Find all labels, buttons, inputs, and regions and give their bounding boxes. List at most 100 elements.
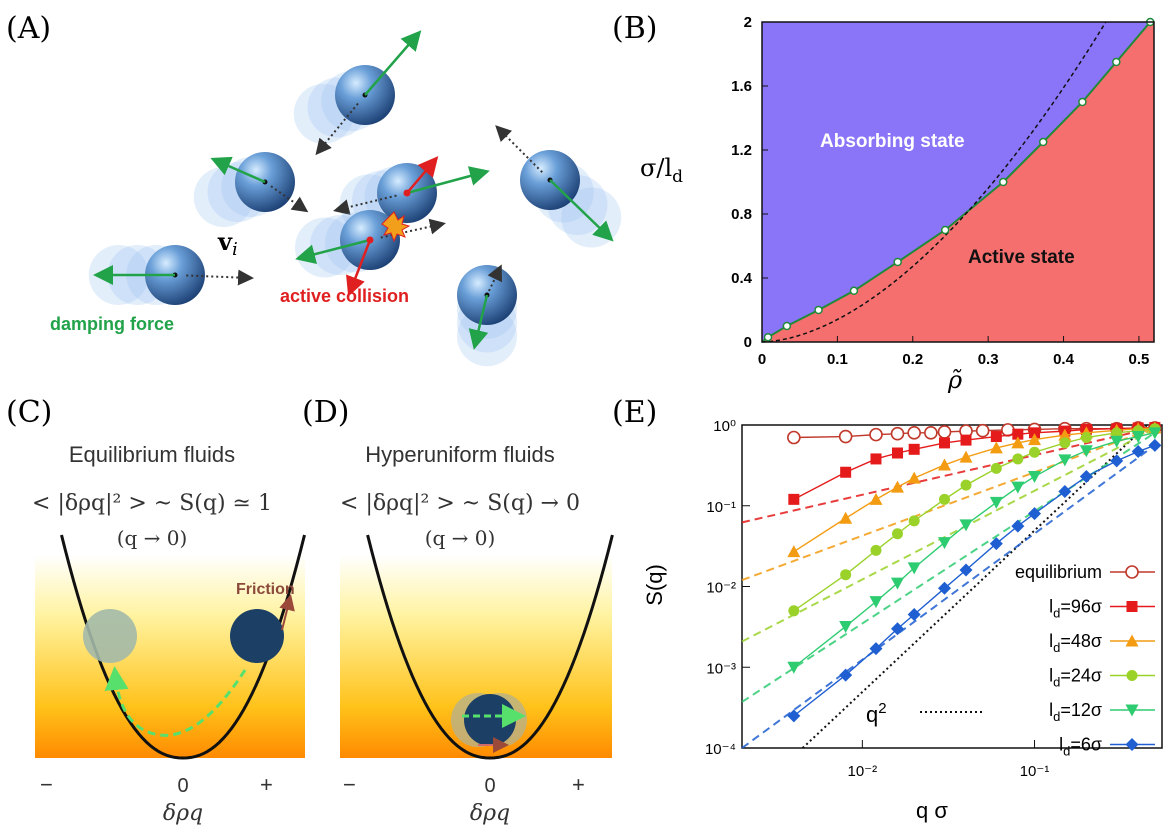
velocity-label: vi bbox=[217, 227, 238, 260]
data-point bbox=[892, 528, 903, 539]
data-point bbox=[1081, 432, 1092, 443]
boundary-point bbox=[1113, 59, 1120, 66]
panel-c-zero: 0 bbox=[177, 775, 188, 797]
x-tick-label: 0.4 bbox=[1053, 351, 1075, 368]
x-tick-label: 0.2 bbox=[902, 351, 923, 368]
panel-c-well bbox=[35, 535, 305, 758]
panel-b-phase-diagram: 0 0.1 0.2 0.3 0.4 0.500.40.81.21.62 bbox=[731, 14, 1154, 368]
data-point bbox=[891, 428, 903, 440]
boundary-point bbox=[1000, 179, 1007, 186]
y-tick-label: 0 bbox=[744, 334, 752, 351]
panel-d-plus: + bbox=[572, 772, 585, 797]
legend-marker bbox=[1127, 670, 1138, 681]
data-point bbox=[1029, 447, 1040, 458]
y-tick-label: 0.8 bbox=[731, 206, 752, 223]
data-point bbox=[939, 494, 950, 505]
panel-d-minus: − bbox=[343, 772, 356, 797]
data-point bbox=[870, 429, 882, 441]
data-point bbox=[840, 431, 852, 443]
boundary-point bbox=[850, 287, 857, 294]
active-collision-label: active collision bbox=[280, 286, 409, 306]
x-tick-label: 10⁻² bbox=[848, 763, 878, 780]
data-point bbox=[977, 425, 989, 437]
legend-marker bbox=[1127, 601, 1138, 612]
boundary-point bbox=[783, 323, 790, 330]
panel-c-formula: < |δρq|² > ~ S(q) ≃ 1 bbox=[32, 491, 272, 516]
y-tick-label: 2 bbox=[744, 14, 752, 31]
data-point bbox=[1059, 437, 1070, 448]
panel-b-xlabel: ρ̃ bbox=[947, 366, 962, 394]
data-point bbox=[961, 435, 972, 446]
panel-c-xlabel: δρq bbox=[163, 801, 203, 826]
panel-label-a: (A) bbox=[6, 11, 51, 46]
collision-point bbox=[404, 190, 411, 197]
data-point bbox=[909, 444, 920, 455]
data-point bbox=[892, 448, 903, 459]
damping-force-label: damping force bbox=[50, 314, 174, 334]
boundary-point bbox=[815, 307, 822, 314]
panel-b-ylabel: σ/ld bbox=[640, 154, 683, 187]
panel-d-limit: (q → 0) bbox=[425, 526, 496, 550]
boundary-point bbox=[1040, 139, 1047, 146]
data-point bbox=[870, 453, 881, 464]
data-point bbox=[909, 515, 920, 526]
panel-c-limit: (q → 0) bbox=[117, 526, 188, 550]
ghost-particle bbox=[83, 609, 137, 663]
panel-c-minus: − bbox=[40, 772, 53, 797]
data-point bbox=[991, 463, 1002, 474]
absorbing-state-label: Absorbing state bbox=[820, 131, 965, 152]
data-point bbox=[1002, 424, 1014, 436]
y-tick-label: 10⁻³ bbox=[706, 660, 736, 677]
panel-c-title: Equilibrium fluids bbox=[69, 442, 235, 467]
data-point bbox=[788, 605, 799, 616]
panel-d-title: Hyperuniform fluids bbox=[365, 442, 555, 467]
panel-d-xlabel: δρq bbox=[470, 801, 510, 826]
y-tick-label: 10⁰ bbox=[713, 418, 736, 435]
x-tick-label: 0.3 bbox=[978, 351, 999, 368]
data-point bbox=[840, 467, 851, 478]
data-point bbox=[938, 426, 950, 438]
boundary-point bbox=[765, 334, 772, 341]
panel-d-well bbox=[340, 535, 612, 758]
x-tick-label: 0.1 bbox=[827, 351, 848, 368]
y-tick-label: 1.6 bbox=[731, 78, 752, 95]
panel-e-ylabel: S(q) bbox=[642, 564, 667, 606]
y-tick-label: 10⁻¹ bbox=[706, 499, 736, 516]
panel-label-c: (C) bbox=[6, 395, 52, 430]
panel-e-xlabel: q σ bbox=[916, 798, 948, 823]
data-point bbox=[939, 437, 950, 448]
data-point bbox=[788, 494, 799, 505]
panel-label-e: (E) bbox=[612, 395, 657, 430]
data-point bbox=[870, 545, 881, 556]
x-tick-label: 0.5 bbox=[1128, 351, 1149, 368]
y-tick-label: 10⁻² bbox=[706, 580, 736, 597]
boundary-point bbox=[894, 259, 901, 266]
data-point bbox=[788, 432, 800, 444]
panel-label-d: (D) bbox=[302, 395, 349, 430]
boundary-point bbox=[1079, 99, 1086, 106]
panel-e-structure-factor: 10⁰10⁻¹10⁻²10⁻³10⁻⁴10⁻² 10⁻¹equilibriumld… bbox=[705, 418, 1162, 780]
data-point bbox=[1012, 453, 1023, 464]
panel-c-plus: + bbox=[260, 772, 273, 797]
panel-d-zero: 0 bbox=[484, 775, 495, 797]
x-tick-label: 0 bbox=[758, 351, 766, 368]
data-point bbox=[925, 427, 937, 439]
x-tick-label: 10⁻¹ bbox=[1020, 763, 1050, 780]
panel-d-formula: < |δρq|² > ~ S(q) → 0 bbox=[340, 491, 580, 516]
friction-label: Friction bbox=[236, 581, 295, 598]
data-point bbox=[991, 431, 1002, 442]
data-point bbox=[961, 480, 972, 491]
boundary-point bbox=[942, 227, 949, 234]
y-tick-label: 1.2 bbox=[731, 142, 752, 159]
legend-label: equilibrium bbox=[1015, 562, 1102, 582]
particle bbox=[464, 694, 516, 746]
data-point bbox=[840, 569, 851, 580]
legend-marker bbox=[1126, 566, 1138, 578]
data-point bbox=[908, 427, 920, 439]
active-state-label: Active state bbox=[968, 247, 1075, 268]
panel-label-b: (B) bbox=[612, 11, 657, 46]
particle bbox=[230, 609, 284, 663]
collision-point bbox=[367, 237, 374, 244]
y-tick-label: 10⁻⁴ bbox=[705, 741, 736, 758]
